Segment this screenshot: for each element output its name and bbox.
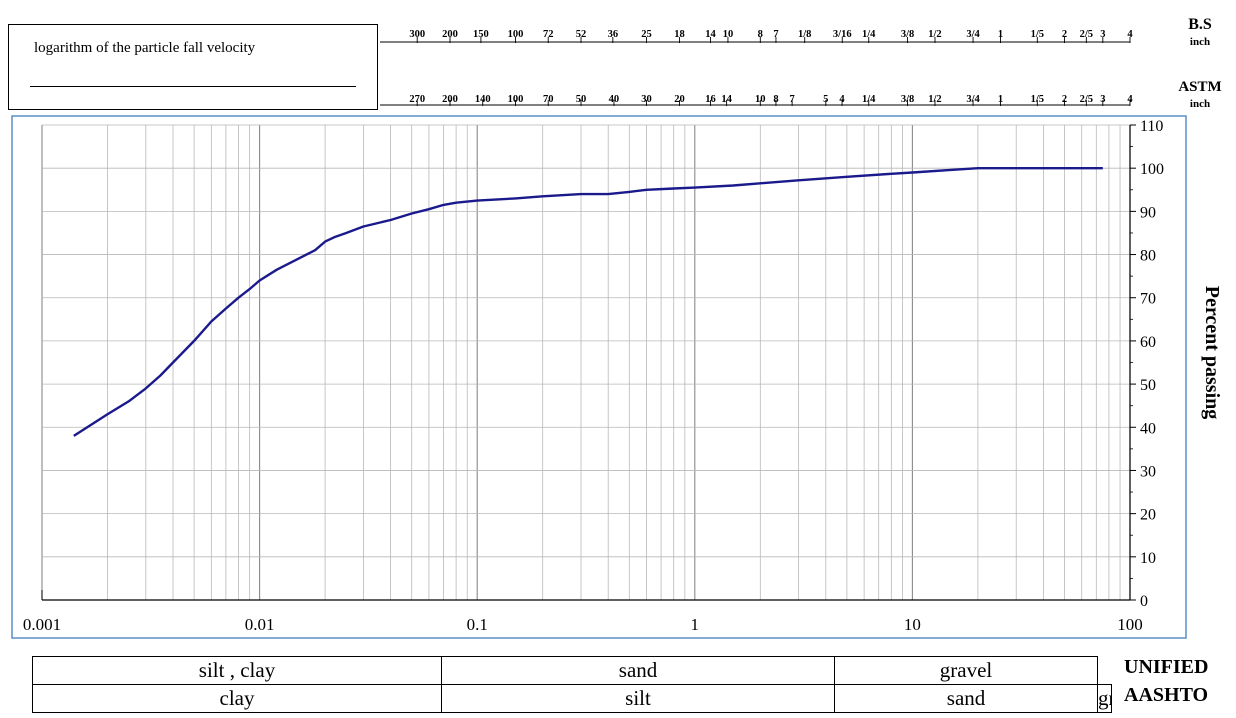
astm-scale-tick-label: 10 xyxy=(755,94,766,105)
x-tick-label: 1 xyxy=(691,615,700,634)
astm-scale-unit: inch xyxy=(1190,98,1210,110)
unified-row: silt , clay sand gravel xyxy=(32,656,1112,685)
aashto-zone-sand: sand xyxy=(834,684,1099,713)
unified-zone-silt-clay: silt , clay xyxy=(32,656,442,685)
astm-scale-tick-label: 7 xyxy=(789,94,794,105)
astm-scale-tick-label: 30 xyxy=(641,94,652,105)
bs-scale-unit: inch xyxy=(1190,36,1210,48)
astm-scale-label: ASTM xyxy=(1178,79,1221,95)
bs-scale-tick-label: 36 xyxy=(608,29,619,40)
aashto-zone-silt: silt xyxy=(440,684,836,713)
astm-scale-tick-label: 140 xyxy=(475,94,491,105)
astm-scale-tick-label: 20 xyxy=(674,94,685,105)
astm-scale-tick-label: 2 xyxy=(1062,94,1067,105)
x-tick-label: 10 xyxy=(904,615,921,634)
bs-scale-tick-label: 1/2 xyxy=(928,29,941,40)
astm-scale-tick-label: 270 xyxy=(409,94,425,105)
unified-zone-sand: sand xyxy=(440,656,836,685)
y-tick-label: 110 xyxy=(1140,118,1163,135)
astm-scale-tick-label: 1/5 xyxy=(1031,94,1044,105)
astm-scale-tick-label: 3/4 xyxy=(966,94,980,105)
astm-scale-tick-label: 2/5 xyxy=(1080,94,1093,105)
bs-scale-tick-label: 3/16 xyxy=(833,29,852,40)
aashto-label: AASHTO xyxy=(1124,684,1209,706)
astm-scale-tick-label: 1/2 xyxy=(928,94,941,105)
astm-scale-tick-label: 3 xyxy=(1100,94,1105,105)
y-tick-label: 100 xyxy=(1140,161,1164,178)
bs-scale-tick-label: 52 xyxy=(576,29,587,40)
bs-scale-tick-label: 3/4 xyxy=(966,29,980,40)
astm-scale-tick-label: 3/8 xyxy=(901,94,914,105)
bs-scale-tick-label: 14 xyxy=(705,29,716,40)
astm-scale-tick-label: 1 xyxy=(998,94,1003,105)
astm-scale-tick-label: 100 xyxy=(508,94,524,105)
y-tick-label: 0 xyxy=(1140,593,1148,610)
y-tick-label: 50 xyxy=(1140,377,1156,394)
bs-scale-tick-label: 2/5 xyxy=(1080,29,1093,40)
astm-scale-tick-label: 5 xyxy=(823,94,828,105)
astm-scale-tick-label: 8 xyxy=(773,94,778,105)
bs-scale-tick-label: 18 xyxy=(674,29,685,40)
astm-scale-tick-label: 1/4 xyxy=(862,94,876,105)
unified-zone-gravel: gravel xyxy=(834,656,1099,685)
y-tick-label: 10 xyxy=(1140,550,1156,567)
bs-scale-tick-label: 3/8 xyxy=(901,29,914,40)
bs-scale-tick-label: 25 xyxy=(641,29,652,40)
aashto-zone-gravel: gravel xyxy=(1097,684,1112,713)
astm-scale-tick-label: 4 xyxy=(1127,94,1133,105)
fall-velocity-legend-box xyxy=(8,24,378,110)
y-tick-label: 20 xyxy=(1140,507,1156,524)
bs-scale-tick-label: 4 xyxy=(1127,29,1133,40)
x-tick-label: 0.01 xyxy=(245,615,275,634)
astm-scale-tick-label: 14 xyxy=(721,94,732,105)
bs-scale-tick-label: 1/4 xyxy=(862,29,876,40)
bs-scale-tick-label: 7 xyxy=(773,29,778,40)
bs-scale-tick-label: 150 xyxy=(473,29,489,40)
bs-scale-tick-label: 8 xyxy=(758,29,763,40)
aashto-zone-clay: clay xyxy=(32,684,442,713)
x-tick-label: 0.1 xyxy=(467,615,488,634)
bs-scale-tick-label: 10 xyxy=(723,29,734,40)
plot-frame xyxy=(11,115,1187,639)
bs-scale-tick-label: 1 xyxy=(998,29,1003,40)
y-tick-label: 40 xyxy=(1140,420,1156,437)
y-tick-label: 80 xyxy=(1140,248,1156,265)
bs-scale-tick-label: 100 xyxy=(508,29,524,40)
y-tick-label: 60 xyxy=(1140,334,1156,351)
x-tick-label: 100 xyxy=(1117,615,1143,634)
fall-velocity-rule xyxy=(30,86,356,87)
bs-scale-label: B.S xyxy=(1188,16,1212,33)
y-tick-label: 70 xyxy=(1140,291,1156,308)
fall-velocity-title: logarithm of the particle fall velocity xyxy=(34,40,256,56)
bs-scale-tick-label: 3 xyxy=(1100,29,1105,40)
astm-scale-tick-label: 200 xyxy=(442,94,458,105)
y-tick-label: 90 xyxy=(1140,204,1156,221)
bs-scale-tick-label: 200 xyxy=(442,29,458,40)
bs-scale-tick-label: 1/5 xyxy=(1031,29,1044,40)
x-tick-label: 0.001 xyxy=(23,615,61,634)
bs-scale-tick-label: 2 xyxy=(1062,29,1067,40)
passing-curve xyxy=(73,166,1103,437)
astm-scale-tick-label: 4 xyxy=(839,94,845,105)
unified-label: UNIFIED xyxy=(1124,656,1209,678)
y-axis-label: Percent passing xyxy=(1201,286,1223,420)
y-tick-label: 30 xyxy=(1140,463,1156,480)
bs-scale-tick-label: 300 xyxy=(409,29,425,40)
astm-scale-tick-label: 70 xyxy=(543,94,554,105)
aashto-row: claysiltsandgravel xyxy=(32,684,1112,713)
bs-scale-tick-label: 1/8 xyxy=(798,29,811,40)
bs-scale-tick-label: 72 xyxy=(543,29,554,40)
astm-scale-tick-label: 40 xyxy=(609,94,620,105)
astm-scale-tick-label: 16 xyxy=(705,94,716,105)
astm-scale-tick-label: 50 xyxy=(576,94,587,105)
